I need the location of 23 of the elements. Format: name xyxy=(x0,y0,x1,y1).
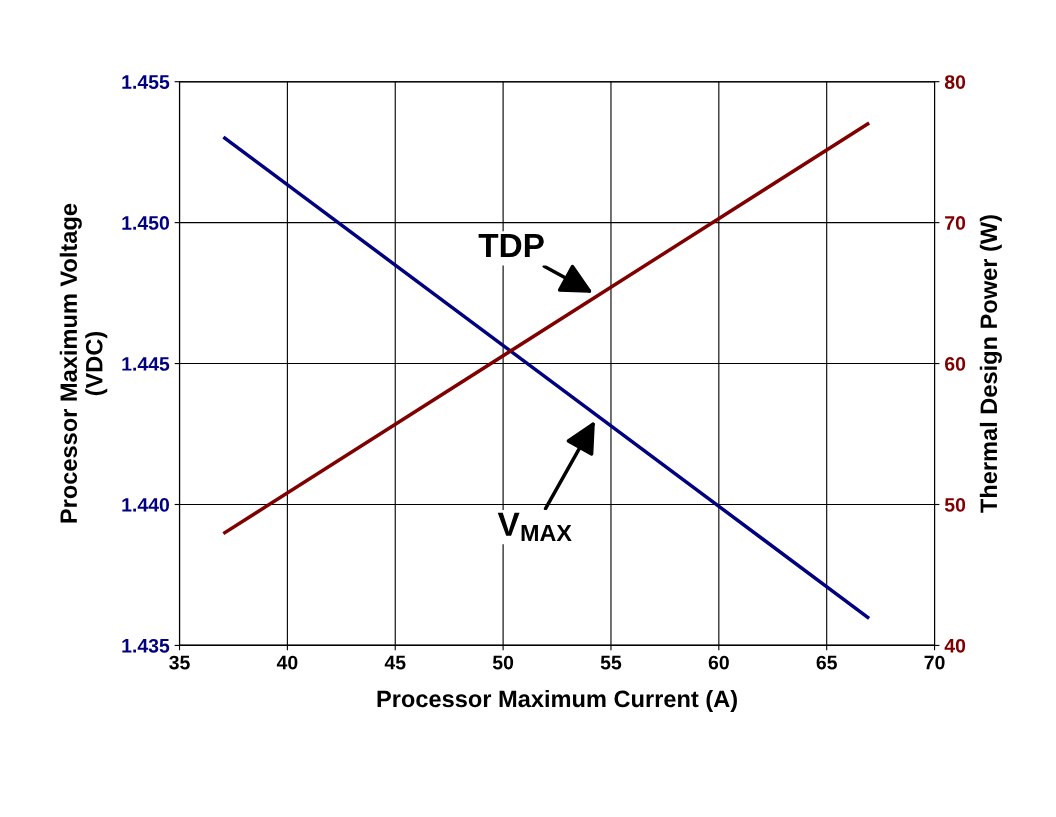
x-tick-label: 45 xyxy=(384,655,406,670)
x-tick-label: 65 xyxy=(816,655,837,670)
x-tick-label: 50 xyxy=(492,655,514,670)
x-tick-label: 70 xyxy=(924,655,945,670)
y2-tick-label: 80 xyxy=(944,75,966,89)
x-axis-title: Processor Maximum Current (A) xyxy=(377,689,737,712)
y2-tick-label: 50 xyxy=(944,497,966,512)
y-tick-label: 1.450 xyxy=(122,216,170,230)
y-tick-label: 1.435 xyxy=(122,638,170,653)
x-tick-label: 35 xyxy=(169,655,190,670)
text: V$_{MAX}$ xyxy=(497,512,572,541)
y-tick-label: 1.455 xyxy=(122,75,170,89)
y-axis-title: Processor Maximum Voltage (VDC) xyxy=(59,203,108,523)
y2-tick-label: 40 xyxy=(944,638,966,653)
y2-axis-title: Thermal Design Power (W) xyxy=(979,215,1002,513)
y-tick-label: 1.440 xyxy=(122,497,170,512)
x-tick-label: 40 xyxy=(276,655,298,670)
series-label: TDP xyxy=(478,234,544,258)
x-tick-label: 55 xyxy=(600,655,622,670)
y2-tick-label: 70 xyxy=(945,216,966,230)
x-tick-label: 60 xyxy=(708,655,729,670)
y-tick-label: 1.445 xyxy=(122,357,170,371)
y2-tick-label: 60 xyxy=(944,357,966,371)
